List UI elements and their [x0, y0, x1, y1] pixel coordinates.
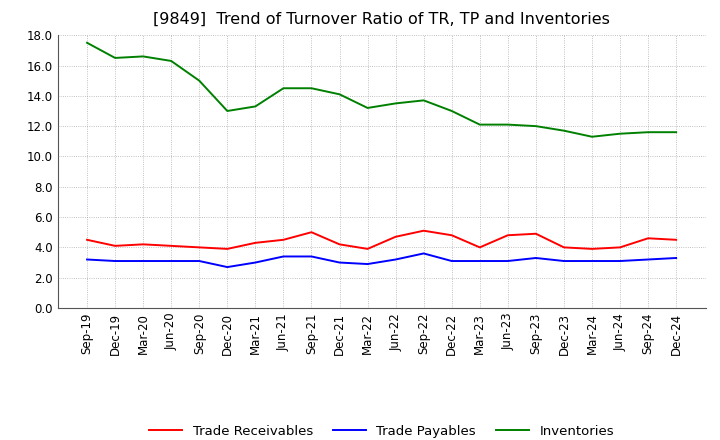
Trade Payables [672, 255, 680, 260]
Trade Payables [559, 258, 568, 264]
Inventories [503, 122, 512, 127]
Inventories [447, 108, 456, 114]
Trade Payables [336, 260, 344, 265]
Trade Receivables [391, 234, 400, 239]
Trade Payables [223, 264, 232, 270]
Trade Payables [251, 260, 260, 265]
Inventories [167, 59, 176, 64]
Trade Payables [644, 257, 652, 262]
Trade Receivables [167, 243, 176, 249]
Inventories [616, 131, 624, 136]
Line: Trade Payables: Trade Payables [87, 253, 676, 267]
Trade Receivables [279, 237, 288, 242]
Trade Receivables [251, 240, 260, 246]
Trade Receivables [588, 246, 596, 252]
Line: Inventories: Inventories [87, 43, 676, 137]
Trade Receivables [616, 245, 624, 250]
Trade Payables [364, 261, 372, 267]
Trade Receivables [531, 231, 540, 236]
Trade Payables [419, 251, 428, 256]
Trade Receivables [223, 246, 232, 252]
Trade Payables [307, 254, 316, 259]
Inventories [672, 129, 680, 135]
Inventories [336, 92, 344, 97]
Trade Receivables [475, 245, 484, 250]
Trade Receivables [559, 245, 568, 250]
Trade Receivables [83, 237, 91, 242]
Inventories [588, 134, 596, 139]
Inventories [307, 86, 316, 91]
Inventories [83, 40, 91, 45]
Trade Receivables [503, 233, 512, 238]
Inventories [364, 105, 372, 110]
Title: [9849]  Trend of Turnover Ratio of TR, TP and Inventories: [9849] Trend of Turnover Ratio of TR, TP… [153, 12, 610, 27]
Inventories [559, 128, 568, 133]
Trade Payables [83, 257, 91, 262]
Trade Receivables [419, 228, 428, 233]
Trade Receivables [336, 242, 344, 247]
Inventories [391, 101, 400, 106]
Trade Payables [475, 258, 484, 264]
Inventories [251, 104, 260, 109]
Trade Payables [139, 258, 148, 264]
Trade Receivables [447, 233, 456, 238]
Trade Payables [447, 258, 456, 264]
Trade Payables [279, 254, 288, 259]
Trade Receivables [364, 246, 372, 252]
Trade Receivables [644, 236, 652, 241]
Inventories [419, 98, 428, 103]
Inventories [223, 108, 232, 114]
Trade Receivables [195, 245, 204, 250]
Trade Payables [111, 258, 120, 264]
Inventories [195, 78, 204, 83]
Trade Payables [503, 258, 512, 264]
Trade Payables [391, 257, 400, 262]
Trade Payables [167, 258, 176, 264]
Trade Receivables [139, 242, 148, 247]
Trade Payables [531, 255, 540, 260]
Trade Receivables [672, 237, 680, 242]
Inventories [111, 55, 120, 61]
Inventories [644, 129, 652, 135]
Inventories [475, 122, 484, 127]
Trade Receivables [307, 230, 316, 235]
Legend: Trade Receivables, Trade Payables, Inventories: Trade Receivables, Trade Payables, Inven… [144, 420, 619, 440]
Trade Payables [588, 258, 596, 264]
Trade Payables [616, 258, 624, 264]
Trade Receivables [111, 243, 120, 249]
Inventories [531, 124, 540, 129]
Inventories [139, 54, 148, 59]
Line: Trade Receivables: Trade Receivables [87, 231, 676, 249]
Inventories [279, 86, 288, 91]
Trade Payables [195, 258, 204, 264]
